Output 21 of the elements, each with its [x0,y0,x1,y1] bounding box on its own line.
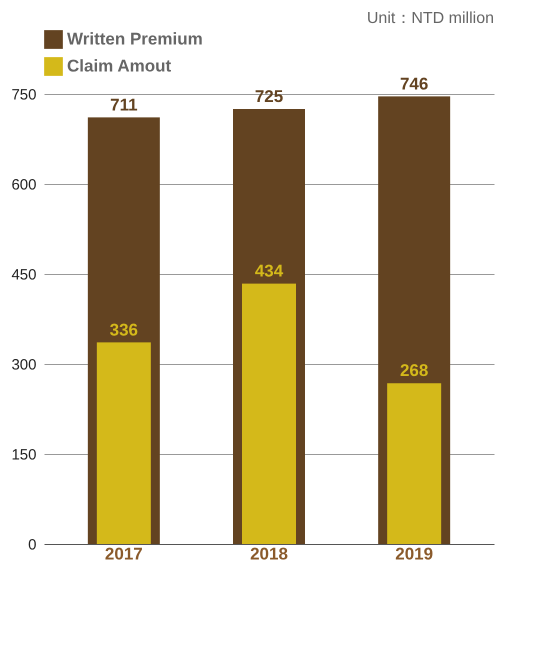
data-label: 336 [110,320,138,340]
data-label: 434 [254,262,284,281]
data-label: 725 [254,87,284,106]
text: Unit：NTD million [366,10,494,27]
x-tick-label: 2017 [104,544,143,564]
legend-label: Written Premium [67,30,203,48]
bar [242,284,296,544]
y-tick-label: 750 [11,86,36,104]
bar [96,342,151,544]
x-tick-label: 2018 [250,544,288,564]
y-tick-label: 450 [11,266,36,284]
legend-label: Claim Amout [67,56,172,76]
y-tick-label: 300 [11,356,36,374]
y-tick-label: 150 [11,446,36,464]
bar [387,383,442,544]
data-label: 711 [110,95,138,114]
data-label: 746 [400,74,428,94]
x-tick-label: 2019 [395,544,434,564]
y-tick-label: 600 [11,176,36,194]
data-label: 268 [400,361,428,380]
y-tick-label: 0 [28,536,36,554]
